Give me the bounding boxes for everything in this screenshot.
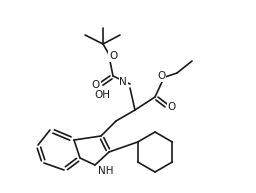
Text: O: O <box>168 102 176 112</box>
Text: OH: OH <box>94 90 110 100</box>
Text: O: O <box>109 51 117 61</box>
Text: O: O <box>92 80 100 90</box>
Text: NH: NH <box>98 166 113 176</box>
Text: O: O <box>157 71 165 81</box>
Text: N: N <box>119 77 127 87</box>
